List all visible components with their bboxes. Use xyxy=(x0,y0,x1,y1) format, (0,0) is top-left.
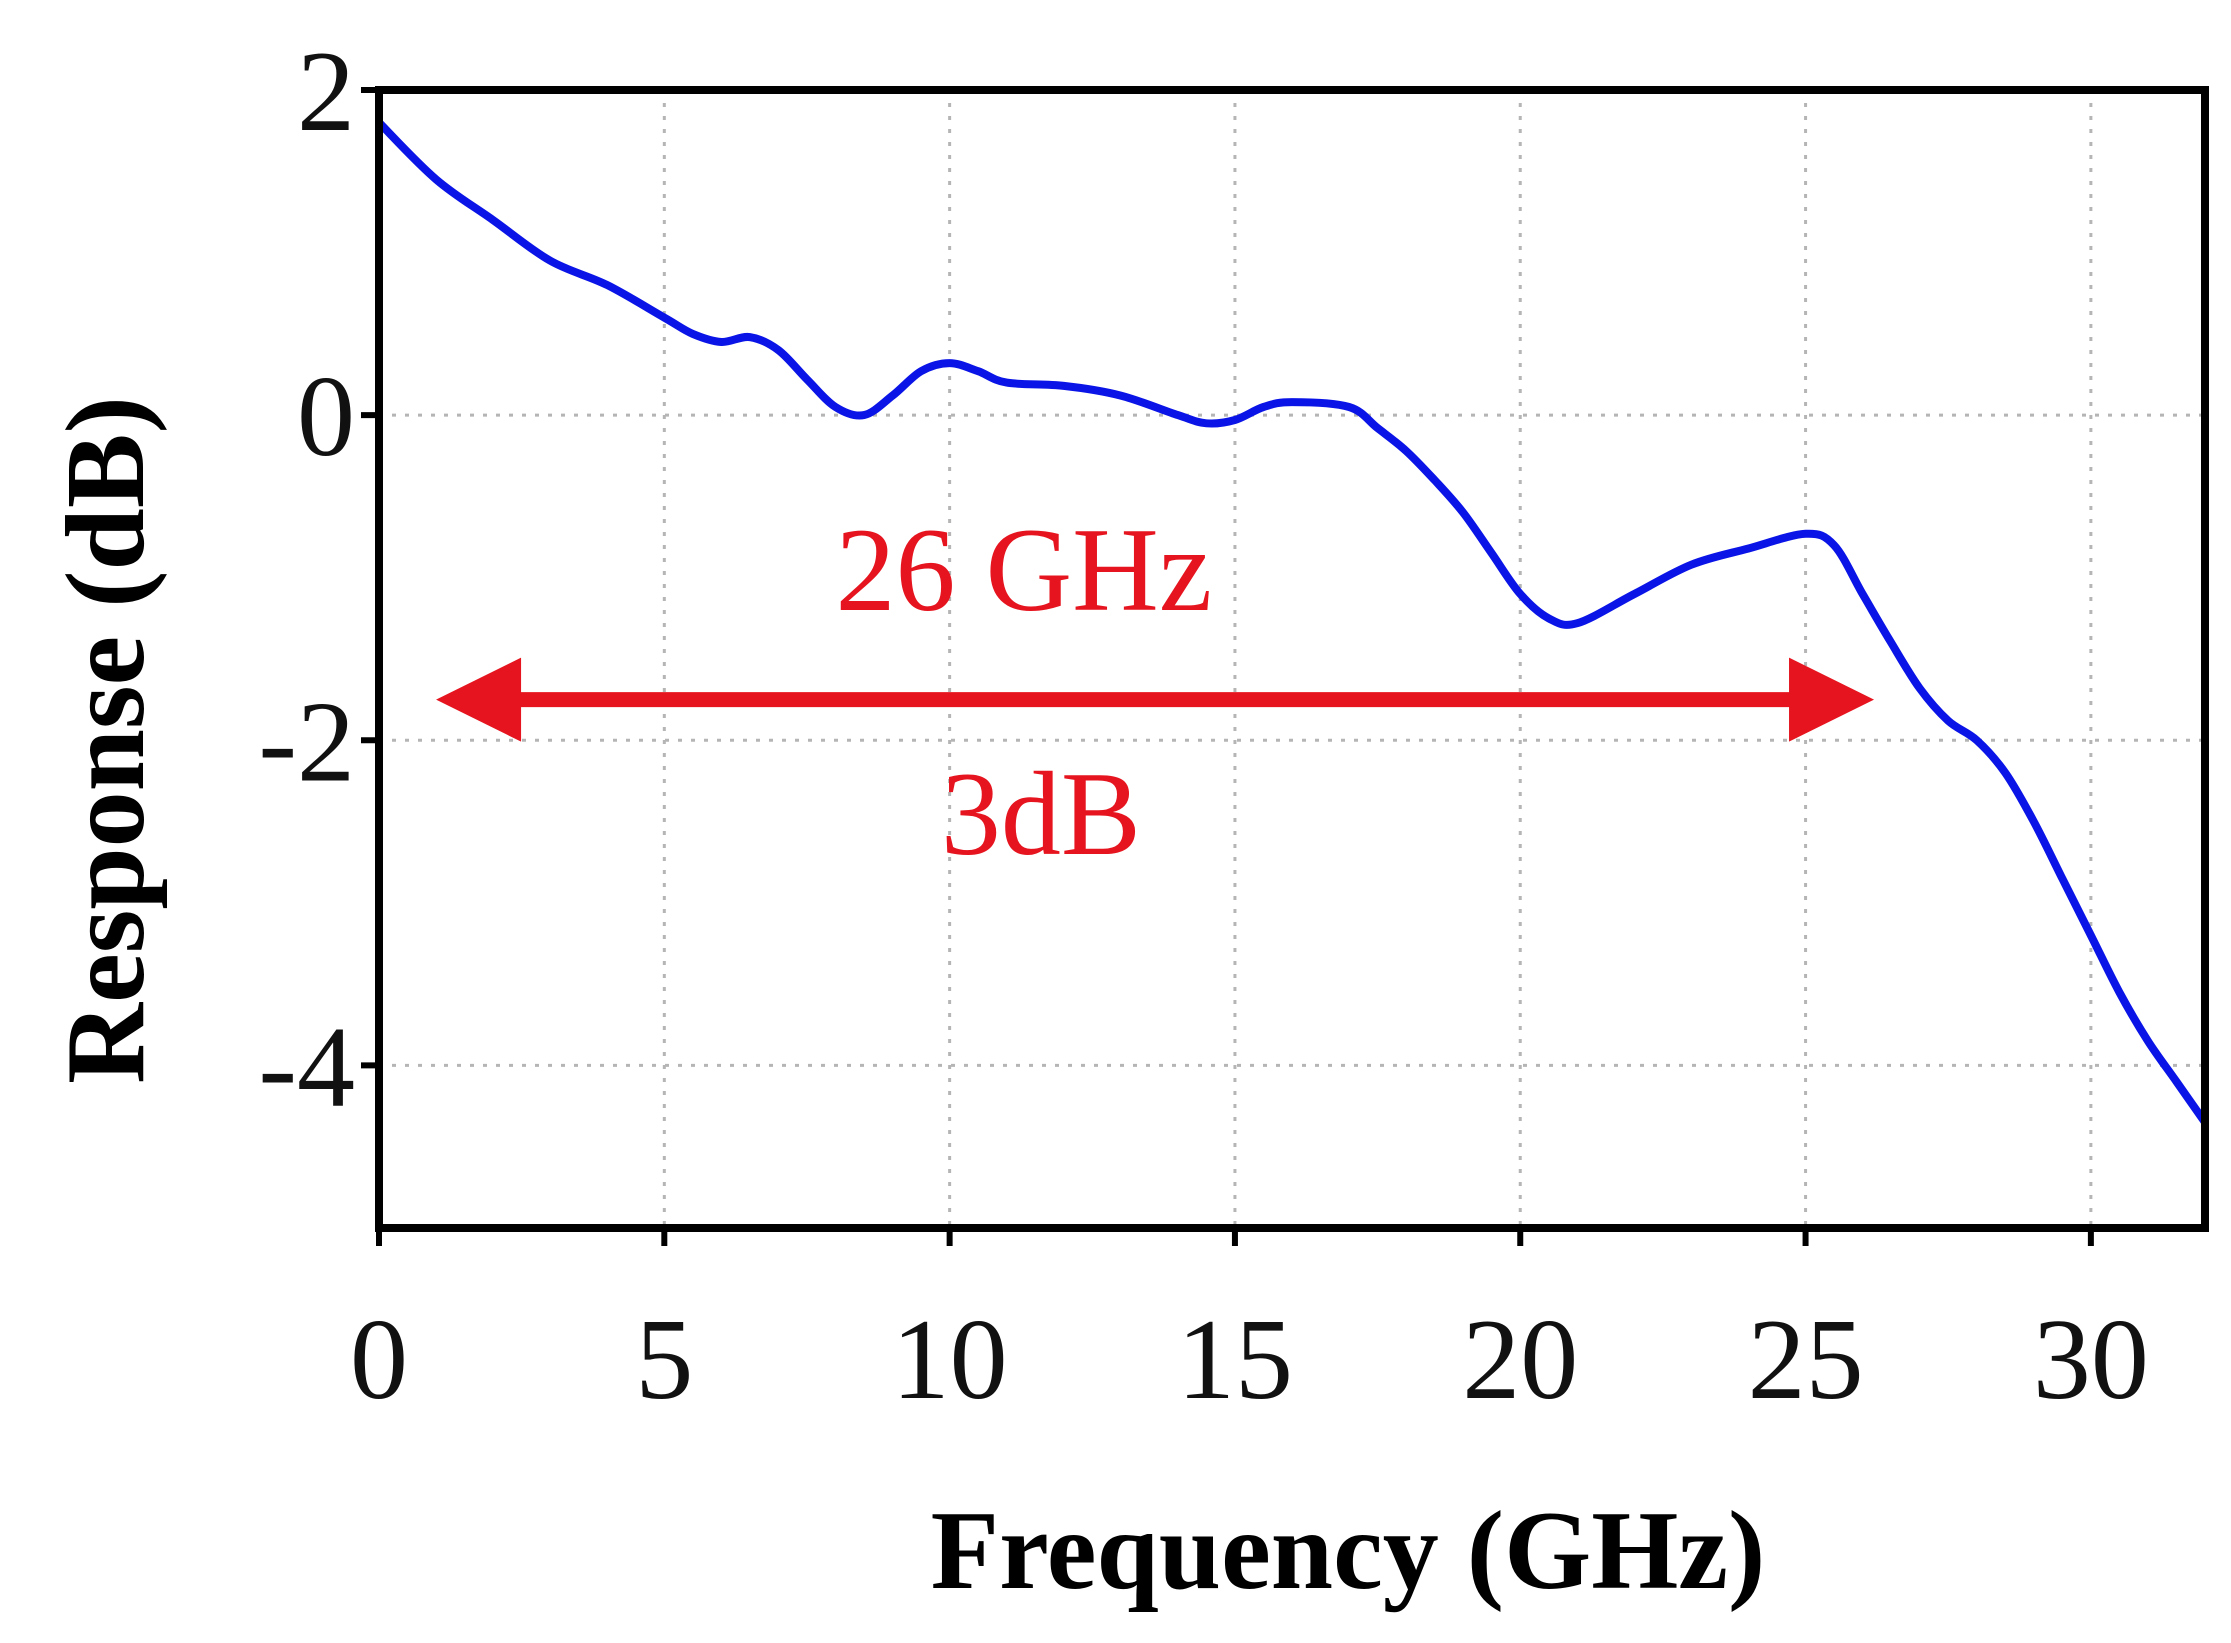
grid-lines xyxy=(379,90,2205,1228)
y-tick-label: -4 xyxy=(258,1003,355,1131)
y-tick-label: 2 xyxy=(297,28,355,156)
x-axis-ticks: 0 5 10 15 20 25 30 xyxy=(350,1228,2149,1424)
x-tick-label: 0 xyxy=(350,1296,408,1424)
annotation-bandwidth: 26 GHz xyxy=(836,503,1213,636)
y-tick-label: -2 xyxy=(258,678,355,806)
series-line-0 xyxy=(375,118,2209,1127)
x-tick-label: 25 xyxy=(1748,1296,1864,1424)
x-tick-label: 5 xyxy=(635,1296,693,1424)
x-tick-label: 20 xyxy=(1462,1296,1578,1424)
x-tick-label: 10 xyxy=(892,1296,1008,1424)
bandwidth-arrow-head-left xyxy=(436,657,522,742)
annotation-3db: 3dB xyxy=(941,747,1141,880)
plot-frame xyxy=(375,86,2209,1232)
x-tick-label: 15 xyxy=(1177,1296,1293,1424)
series-group xyxy=(375,118,2209,1127)
y-axis-ticks: 2 0 -2 -4 xyxy=(258,28,379,1131)
bandwidth-arrow-head-right xyxy=(1789,657,1875,742)
x-axis-title: Frequency (GHz) xyxy=(931,1489,1766,1613)
x-tick-label: 30 xyxy=(2033,1296,2149,1424)
bandwidth-arrow xyxy=(436,657,1875,742)
y-tick-label: 0 xyxy=(297,353,355,481)
y-axis-title: Response (dB) xyxy=(44,396,168,1084)
